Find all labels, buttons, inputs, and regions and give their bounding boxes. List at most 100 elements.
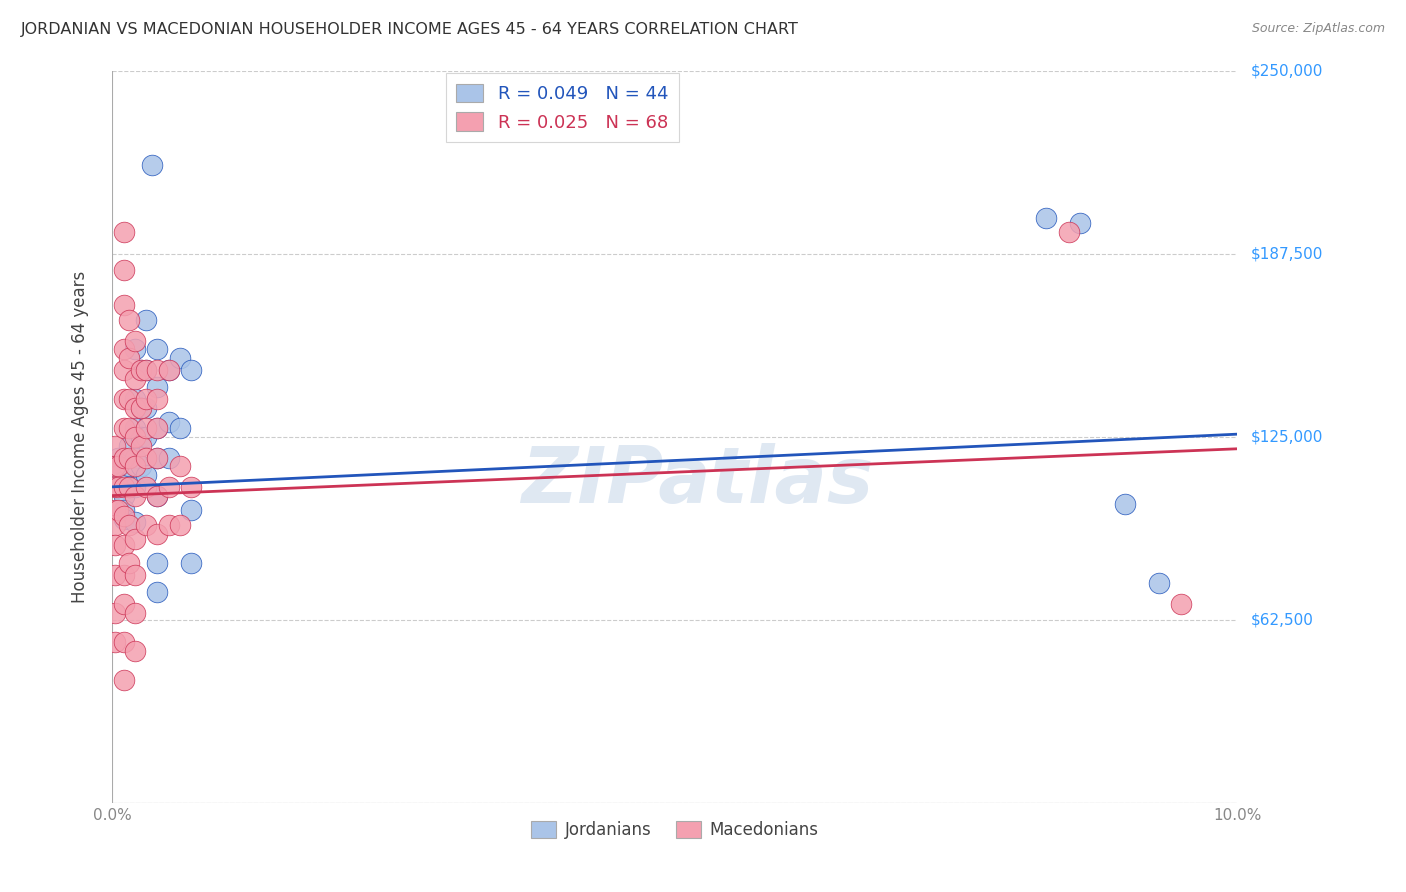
Point [124,392,146,406]
Point [107,480,129,494]
Point [180,556,202,570]
Point [146,343,169,357]
Point [118,480,141,494]
Point [118,313,141,327]
Point [118,480,141,494]
Point [112,480,135,494]
Point [129,401,152,415]
Point [124,480,146,494]
Point [180,503,202,517]
Point [169,351,191,365]
Point [146,489,169,503]
Point [124,371,146,385]
Point [157,363,180,377]
Point [146,526,169,541]
Point [146,489,169,503]
Point [146,450,169,465]
Point [118,450,141,465]
Point [104,480,127,494]
Point [118,421,141,435]
Point [129,363,152,377]
Point [112,450,135,465]
Point [129,363,152,377]
Point [124,450,146,465]
Point [107,450,129,465]
Point [146,421,169,435]
Point [169,421,191,435]
Point [112,597,135,611]
Point [124,343,146,357]
Point [129,459,152,474]
Point [112,673,135,687]
Point [135,363,157,377]
Point [124,459,146,474]
Point [157,450,180,465]
Point [135,392,157,406]
Point [118,392,141,406]
Point [104,503,127,517]
Point [135,363,157,377]
Point [118,459,141,474]
Point [169,459,191,474]
Point [146,380,169,394]
Point [157,480,180,494]
Point [107,468,129,483]
Point [112,298,135,312]
Point [141,158,163,172]
Point [157,517,180,532]
Point [124,567,146,582]
Point [112,363,135,377]
Text: $187,500: $187,500 [1251,247,1323,261]
Point [124,421,146,435]
Point [157,363,180,377]
Point [112,225,135,239]
Point [1170,597,1192,611]
Point [146,421,169,435]
Point [124,533,146,547]
Point [124,334,146,348]
Point [104,439,127,453]
Point [112,474,135,488]
Point [118,556,141,570]
Point [112,263,135,277]
Point [112,567,135,582]
Point [129,430,152,444]
Point [112,489,135,503]
Text: $250,000: $250,000 [1251,64,1323,78]
Point [146,450,169,465]
Point [112,512,135,526]
Point [112,421,135,435]
Point [118,517,141,532]
Text: ZIPatlas: ZIPatlas [522,443,873,519]
Point [146,556,169,570]
Point [135,450,157,465]
Point [104,567,127,582]
Text: $62,500: $62,500 [1251,613,1313,627]
Point [135,401,157,415]
Point [124,430,146,444]
Point [104,635,127,649]
Point [135,480,157,494]
Point [112,503,135,517]
Point [112,635,135,649]
Point [180,480,202,494]
Point [1114,497,1136,511]
Point [1057,225,1080,239]
Point [146,392,169,406]
Point [1147,576,1170,591]
Point [157,416,180,430]
Point [135,517,157,532]
Point [124,643,146,657]
Text: Source: ZipAtlas.com: Source: ZipAtlas.com [1251,22,1385,36]
Point [169,517,191,532]
Point [146,585,169,599]
Point [118,439,141,453]
Point [107,459,129,474]
Point [135,468,157,483]
Point [112,509,135,524]
Y-axis label: Householder Income Ages 45 - 64 years: Householder Income Ages 45 - 64 years [70,271,89,603]
Point [104,459,127,474]
Point [107,503,129,517]
Point [1069,217,1091,231]
Point [146,363,169,377]
